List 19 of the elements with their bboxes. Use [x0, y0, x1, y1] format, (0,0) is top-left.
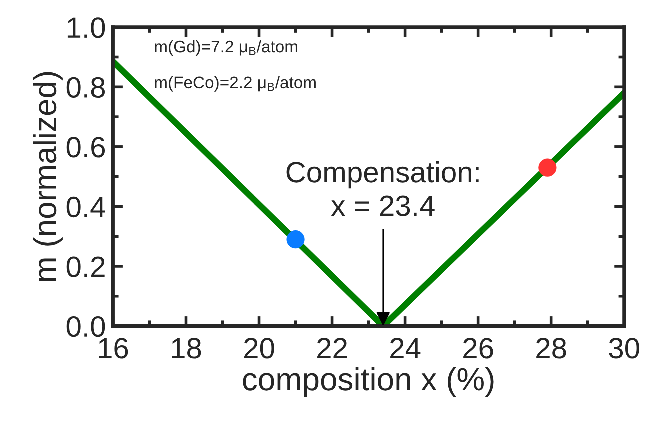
annotation: m(FeCo)=2.2 μ$_{B}$/atom [155, 76, 316, 92]
x-tick-label: 30 [609, 338, 640, 359]
y-tick-label: 0.4 [66, 196, 106, 218]
annotation: m(Gd)=7.2 μ$_{B}$/atom [155, 40, 298, 56]
x-tick-label: 26 [464, 338, 494, 359]
x-tick-label: 24 [390, 338, 421, 359]
x-tick-label: 16 [99, 338, 128, 359]
y-tick-label: 0.0 [66, 316, 106, 338]
y-tick-label: 0.2 [66, 256, 105, 278]
y-axis-title: m (normalized) [33, 72, 63, 282]
x-tick-label: 18 [172, 338, 202, 359]
y-tick-label: 0.8 [66, 77, 106, 98]
y-tick-label: 1.0 [68, 18, 106, 38]
x-tick-label: 22 [318, 338, 348, 359]
annotation: Compensation: x = 23.4 [286, 161, 479, 216]
x-tick-label: 20 [244, 338, 274, 359]
x-axis-title: composition x (%) [243, 367, 494, 398]
y-tick-label: 0.6 [66, 137, 105, 158]
x-tick-label: 28 [536, 338, 566, 359]
